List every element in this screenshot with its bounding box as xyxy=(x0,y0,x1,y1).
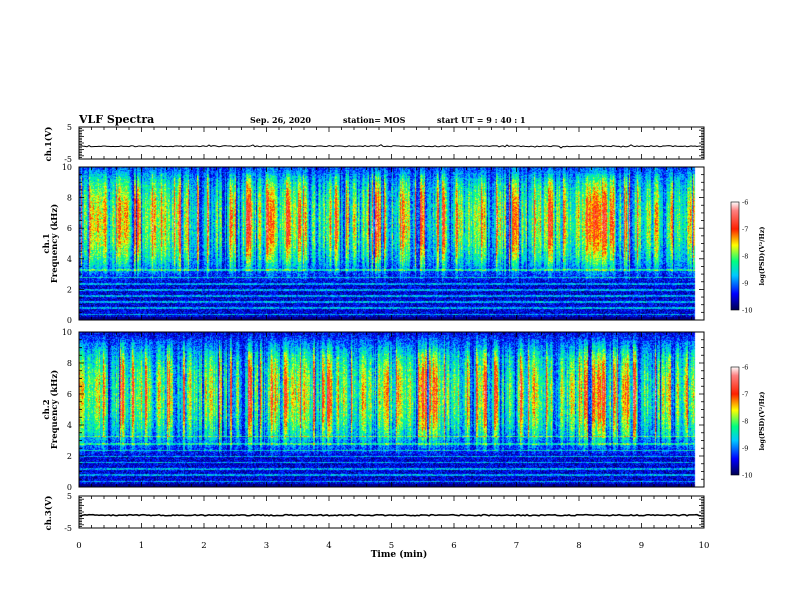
figure-title: VLF Spectra xyxy=(78,113,154,126)
y-tick-label: 10 xyxy=(62,163,72,172)
colorbar xyxy=(730,366,740,476)
colorbar-tick-label: -6 xyxy=(742,199,748,207)
y-axis-label: ch.1(V) xyxy=(43,127,54,162)
x-tick-label: 10 xyxy=(699,541,710,551)
y-tick-label: 5 xyxy=(67,492,72,501)
y-tick-label: 2 xyxy=(67,285,72,294)
ch1-spectrogram-panel xyxy=(79,167,704,320)
y-axis-label: Frequency (kHz) xyxy=(49,204,60,283)
colorbar-tick-label: -9 xyxy=(742,445,748,453)
y-axis-label: ch.3(V) xyxy=(43,496,54,531)
colorbar-tick-label: -10 xyxy=(742,307,752,315)
x-tick-label: 0 xyxy=(76,541,81,551)
y-tick-label: 6 xyxy=(67,224,72,233)
y-tick-label: 10 xyxy=(62,328,72,337)
x-axis-label: Time (min) xyxy=(371,549,428,560)
colorbars: -6 -7 -8 -9 -10 log(PSD)(V²/Hz) -6 -7 -8 -9 -10 log… xyxy=(730,199,766,480)
y-tick-label: 4 xyxy=(67,255,72,264)
colorbar-tick-label: -7 xyxy=(742,391,748,399)
waveform-trace xyxy=(80,144,702,149)
y-tick-label: 4 xyxy=(67,421,72,430)
start-time-label: start UT = 9 : 40 : 1 xyxy=(437,115,526,125)
y-tick-label: 2 xyxy=(67,452,72,461)
colorbar-tick-label: -7 xyxy=(742,226,748,234)
x-tick-label: 9 xyxy=(639,541,644,551)
colorbar-label: log(PSD)(V²/Hz) xyxy=(758,227,766,286)
ch2-spectrogram-panel xyxy=(79,332,704,487)
x-tick-label: 1 xyxy=(139,541,144,551)
colorbar-label: log(PSD)(V²/Hz) xyxy=(758,392,766,451)
colorbar-tick-label: -10 xyxy=(742,472,752,480)
x-tick-label: 3 xyxy=(264,541,269,551)
y-tick-label: 6 xyxy=(67,390,72,399)
colorbar-tick-label: -8 xyxy=(742,418,748,426)
channel-label: ch.1 xyxy=(42,233,52,253)
colorbar-tick-label: -6 xyxy=(742,364,748,372)
y-axis-label: Frequency (kHz) xyxy=(49,370,60,449)
y-tick-label: -5 xyxy=(64,155,72,164)
y-tick-label: 0 xyxy=(67,483,72,492)
date-label: Sep. 26, 2020 xyxy=(250,115,311,125)
y-tick-label: 5 xyxy=(67,123,72,132)
colorbar xyxy=(730,201,740,311)
y-tick-label: 8 xyxy=(67,194,72,203)
ch1-spectrogram-image xyxy=(79,167,704,320)
x-tick-label: 5 xyxy=(389,541,394,551)
x-tick-label: 6 xyxy=(451,541,456,551)
colorbar-tick-label: -8 xyxy=(742,253,748,261)
x-tick-label: 7 xyxy=(514,541,519,551)
y-tick-label: 0 xyxy=(67,316,72,325)
station-label: station= MOS xyxy=(343,115,406,125)
x-tick-label: 4 xyxy=(326,541,331,551)
y-tick-label: -5 xyxy=(64,524,72,533)
colorbar-tick-label: -9 xyxy=(742,280,748,288)
x-tick-label: 8 xyxy=(576,541,581,551)
waveform-trace xyxy=(80,513,702,517)
y-tick-label: 8 xyxy=(67,359,72,368)
channel-label: ch.2 xyxy=(42,399,52,419)
x-tick-label: 2 xyxy=(201,541,206,551)
ch2-spectrogram-image xyxy=(79,332,704,487)
